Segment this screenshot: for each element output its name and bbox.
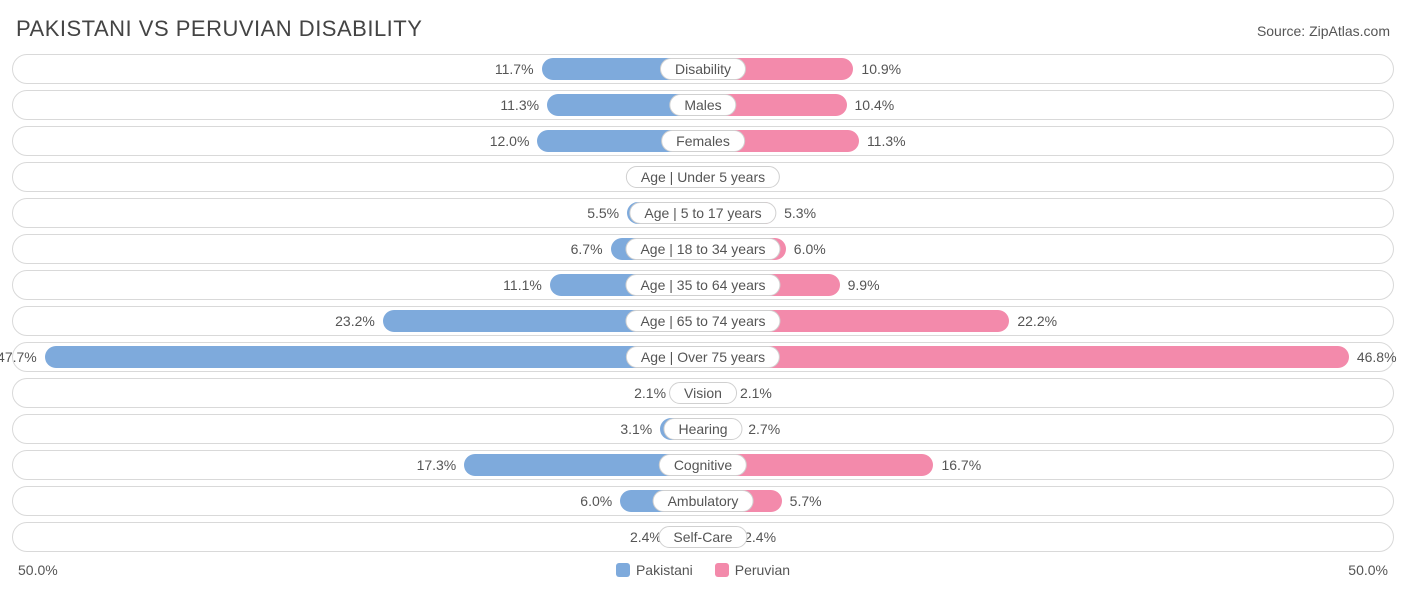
bar-left: [45, 346, 703, 368]
value-left: 6.7%: [571, 241, 603, 257]
legend-label: Pakistani: [636, 562, 693, 578]
value-right: 5.3%: [784, 205, 816, 221]
diverging-bar-chart: Disability 11.7% 10.9% Males 11.3% 10.4% Femal…: [12, 54, 1394, 552]
value-right: 22.2%: [1017, 313, 1057, 329]
value-left: 11.7%: [495, 61, 534, 77]
chart-footer: 50.0% Pakistani Peruvian 50.0%: [12, 558, 1394, 578]
value-right: 2.1%: [740, 385, 772, 401]
value-left: 17.3%: [417, 457, 457, 473]
category-label: Self-Care: [658, 526, 747, 548]
chart-row: Disability 11.7% 10.9%: [12, 54, 1394, 84]
value-left: 23.2%: [335, 313, 375, 329]
category-label: Age | Under 5 years: [626, 166, 780, 188]
value-right: 46.8%: [1357, 349, 1397, 365]
category-label: Cognitive: [659, 454, 747, 476]
chart-source: Source: ZipAtlas.com: [1257, 23, 1390, 39]
chart-row: Age | Over 75 years47.7%46.8%: [12, 342, 1394, 372]
value-right: 9.9%: [848, 277, 880, 293]
chart-row: Age | Under 5 years1.3%1.3%: [12, 162, 1394, 192]
category-label: Ambulatory: [653, 490, 754, 512]
category-label: Disability: [660, 58, 746, 80]
value-left: 11.3%: [500, 97, 539, 113]
value-right: 5.7%: [790, 493, 822, 509]
chart-row: Males 11.3% 10.4%: [12, 90, 1394, 120]
value-left: 47.7%: [0, 349, 37, 365]
category-label: Age | 65 to 74 years: [625, 310, 780, 332]
bar-right: [703, 346, 1349, 368]
value-left: 3.1%: [620, 421, 652, 437]
value-right: 10.4%: [855, 97, 895, 113]
category-label: Hearing: [663, 418, 742, 440]
category-label: Age | Over 75 years: [626, 346, 780, 368]
chart-row: Age | 18 to 34 years 6.7% 6.0%: [12, 234, 1394, 264]
category-label: Vision: [669, 382, 737, 404]
value-left: 11.1%: [503, 277, 542, 293]
legend-label: Peruvian: [735, 562, 790, 578]
legend-item-peruvian: Peruvian: [715, 562, 790, 578]
value-right: 2.4%: [744, 529, 776, 545]
chart-row: Age | 5 to 17 years 5.5% 5.3%: [12, 198, 1394, 228]
value-right: 6.0%: [794, 241, 826, 257]
value-left: 2.1%: [634, 385, 666, 401]
chart-row: Age | 35 to 64 years 11.1% 9.9%: [12, 270, 1394, 300]
chart-row: Ambulatory 6.0% 5.7%: [12, 486, 1394, 516]
value-left: 6.0%: [580, 493, 612, 509]
category-label: Age | 5 to 17 years: [629, 202, 776, 224]
chart-row: Vision2.1% 2.1%: [12, 378, 1394, 408]
axis-right-max: 50.0%: [1348, 562, 1388, 578]
value-left: 5.5%: [587, 205, 619, 221]
legend-swatch-pakistani: [616, 563, 630, 577]
chart-row: Hearing 3.1% 2.7%: [12, 414, 1394, 444]
chart-row: Females 12.0% 11.3%: [12, 126, 1394, 156]
legend-swatch-peruvian: [715, 563, 729, 577]
value-right: 16.7%: [941, 457, 981, 473]
category-label: Females: [661, 130, 745, 152]
chart-row: Cognitive 17.3% 16.7%: [12, 450, 1394, 480]
axis-left-max: 50.0%: [18, 562, 58, 578]
value-right: 10.9%: [861, 61, 901, 77]
value-right: 11.3%: [867, 133, 906, 149]
category-label: Males: [669, 94, 736, 116]
legend-item-pakistani: Pakistani: [616, 562, 693, 578]
category-label: Age | 35 to 64 years: [625, 274, 780, 296]
value-left: 2.4%: [630, 529, 662, 545]
chart-row: Self-Care2.4% 2.4%: [12, 522, 1394, 552]
category-label: Age | 18 to 34 years: [625, 238, 780, 260]
value-left: 12.0%: [490, 133, 530, 149]
value-right: 2.7%: [748, 421, 780, 437]
chart-row: Age | 65 to 74 years 23.2% 22.2%: [12, 306, 1394, 336]
legend: Pakistani Peruvian: [616, 562, 790, 578]
chart-header: PAKISTANI VS PERUVIAN DISABILITY Source:…: [12, 16, 1394, 54]
chart-title: PAKISTANI VS PERUVIAN DISABILITY: [16, 16, 422, 42]
